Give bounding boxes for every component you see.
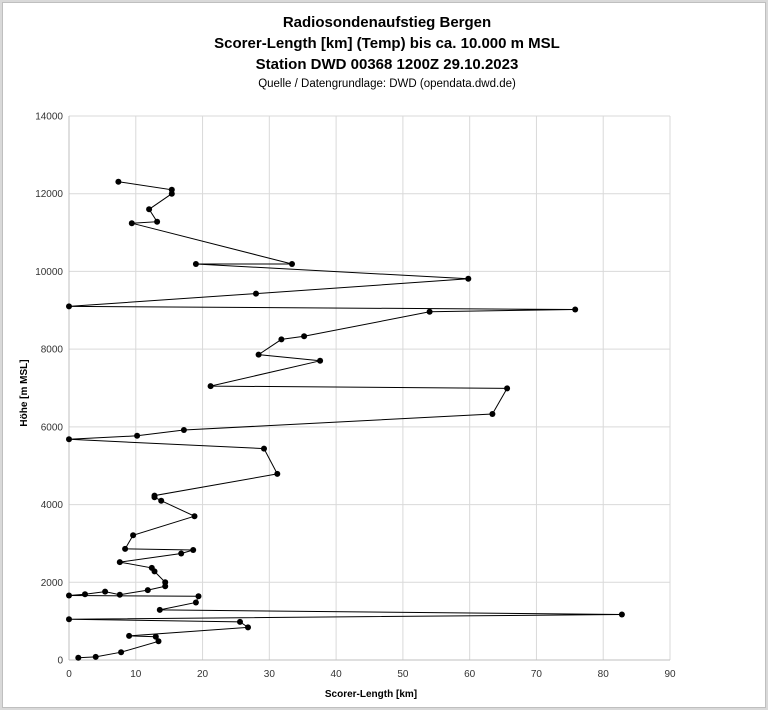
data-point bbox=[82, 591, 88, 598]
chart-title-line-2: Scorer-Length [km] (Temp) bis ca. 10.000… bbox=[214, 35, 560, 52]
data-point bbox=[92, 653, 99, 660]
data-point bbox=[118, 649, 125, 656]
data-point bbox=[489, 411, 496, 417]
data-point bbox=[192, 261, 199, 267]
data-point bbox=[162, 579, 169, 586]
data-point bbox=[144, 587, 151, 594]
series-line bbox=[68, 181, 622, 659]
data-point bbox=[66, 303, 72, 310]
x-tick-label: 70 bbox=[531, 669, 543, 680]
x-tick-label: 60 bbox=[464, 669, 476, 680]
data-point bbox=[426, 308, 433, 315]
data-point bbox=[66, 616, 72, 623]
data-point bbox=[504, 385, 511, 392]
data-point bbox=[261, 445, 267, 452]
data-point bbox=[180, 427, 187, 433]
axis-layer: 0 10 20 30 40 50 60 70 80 90 0 2000 4000 6000 8000 1000… bbox=[35, 112, 676, 681]
chart-subtitle: Quelle / Datengrundlage: DWD (opendata.d… bbox=[258, 78, 516, 90]
data-point bbox=[130, 532, 137, 539]
x-tick-label: 90 bbox=[664, 669, 676, 680]
x-tick-label: 30 bbox=[264, 669, 276, 680]
x-tick-label: 20 bbox=[197, 669, 209, 680]
chart-svg: Radiosondenaufstieg Bergen Scorer-Length… bbox=[19, 14, 676, 700]
x-tick-label: 0 bbox=[66, 669, 72, 680]
x-tick-label: 50 bbox=[397, 669, 409, 680]
data-point bbox=[155, 638, 162, 645]
y-tick-label: 8000 bbox=[41, 345, 64, 356]
data-point bbox=[274, 470, 281, 477]
data-point bbox=[66, 592, 72, 599]
data-point bbox=[128, 220, 135, 227]
y-tick-label: 6000 bbox=[41, 422, 64, 433]
y-axis-label: Höhe [m MSL] bbox=[19, 359, 30, 426]
data-point bbox=[255, 351, 262, 358]
y-tick-label: 0 bbox=[57, 656, 63, 667]
data-point bbox=[191, 513, 198, 520]
data-point bbox=[151, 492, 158, 499]
data-point bbox=[572, 306, 579, 313]
data-point bbox=[192, 599, 199, 606]
data-point bbox=[152, 633, 159, 640]
y-tick-label: 12000 bbox=[35, 189, 63, 200]
data-point bbox=[102, 588, 109, 595]
data-point bbox=[116, 591, 123, 598]
data-point bbox=[178, 550, 185, 557]
x-tick-label: 80 bbox=[598, 669, 610, 680]
data-point bbox=[168, 186, 175, 193]
x-axis-label: Scorer-Length [km] bbox=[325, 689, 417, 700]
data-point bbox=[245, 624, 251, 631]
data-point bbox=[158, 497, 165, 504]
data-point bbox=[317, 357, 324, 364]
series-layer bbox=[66, 178, 625, 661]
x-tick-label: 10 bbox=[130, 669, 142, 680]
chart-title-line-3: Station DWD 00368 1200Z 29.10.2023 bbox=[256, 56, 519, 73]
data-point bbox=[618, 611, 625, 618]
chart-title-line-1: Radiosondenaufstieg Bergen bbox=[283, 14, 491, 31]
data-point bbox=[66, 436, 72, 443]
y-tick-label: 10000 bbox=[35, 267, 63, 278]
grid-layer bbox=[68, 115, 671, 661]
data-point bbox=[75, 654, 82, 661]
data-point bbox=[278, 336, 285, 343]
data-point bbox=[253, 290, 259, 297]
data-point bbox=[134, 432, 141, 439]
data-point bbox=[190, 547, 197, 553]
data-point bbox=[195, 593, 202, 600]
data-point bbox=[289, 261, 295, 267]
data-point bbox=[148, 564, 155, 571]
x-tick-label: 40 bbox=[331, 669, 343, 680]
data-point bbox=[237, 618, 243, 625]
data-point bbox=[115, 178, 122, 185]
data-point bbox=[122, 545, 129, 552]
data-point bbox=[116, 559, 123, 566]
y-tick-label: 4000 bbox=[41, 500, 64, 511]
y-tick-label: 2000 bbox=[41, 578, 64, 589]
data-point bbox=[154, 218, 161, 225]
data-point bbox=[156, 606, 163, 613]
y-tick-label: 14000 bbox=[35, 112, 63, 123]
data-point bbox=[146, 206, 153, 213]
data-point bbox=[301, 333, 308, 340]
data-point bbox=[126, 632, 133, 639]
data-point bbox=[207, 383, 214, 390]
data-point bbox=[465, 275, 472, 282]
